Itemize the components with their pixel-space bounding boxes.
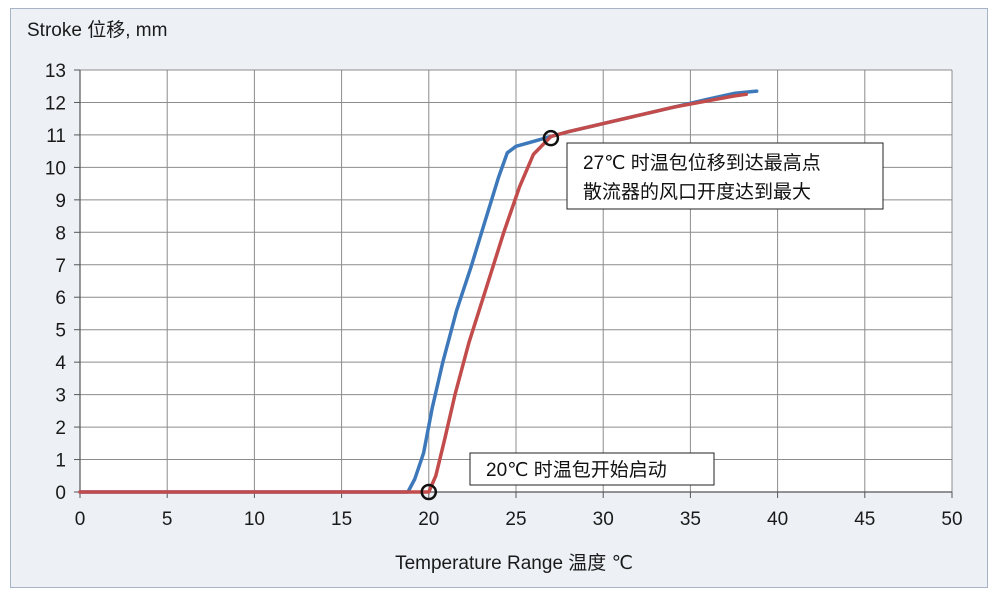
x-tick-label-25: 25 <box>505 509 526 530</box>
y-tick-label-0: 0 <box>55 483 66 504</box>
y-axis-title: Stroke 位移, mm <box>27 19 167 41</box>
y-tick-label-2: 2 <box>55 418 66 439</box>
x-axis-title: Temperature Range 温度 ℃ <box>395 552 633 574</box>
y-tick-label-7: 7 <box>55 256 66 277</box>
x-tick-label-0: 0 <box>75 509 86 530</box>
y-tick-label-9: 9 <box>55 191 66 212</box>
x-tick-label-50: 50 <box>941 509 962 530</box>
y-tick-label-8: 8 <box>55 223 66 244</box>
grid <box>79 69 953 493</box>
annotation-start-text: 20℃ 时温包开始启动 <box>486 459 667 481</box>
series-line-2 <box>78 92 748 494</box>
marker-circle-1 <box>420 483 438 501</box>
x-tick-label-35: 35 <box>680 509 701 530</box>
y-tick-label-5: 5 <box>55 321 66 342</box>
annotation-start-box <box>469 452 715 486</box>
x-tick-label-40: 40 <box>767 509 788 530</box>
annotation-peak-box <box>566 142 884 210</box>
annotation-peak-line-2: 散流器的风口开度达到最大 <box>583 181 811 203</box>
x-tick-label-10: 10 <box>244 509 265 530</box>
y-tick-label-12: 12 <box>45 93 66 114</box>
series-lines <box>78 89 759 494</box>
x-tick-label-5: 5 <box>162 509 173 530</box>
x-tick-label-15: 15 <box>331 509 352 530</box>
y-tick-label-10: 10 <box>45 158 66 179</box>
y-tick-label-6: 6 <box>55 288 66 309</box>
annotation-peak: 27℃ 时温包位移到达最高点 散流器的风口开度达到最大 <box>566 142 884 210</box>
x-tick-label-45: 45 <box>854 509 875 530</box>
annotation-peak-line-1: 27℃ 时温包位移到达最高点 <box>583 152 821 174</box>
markers <box>420 129 560 501</box>
y-tick-label-3: 3 <box>55 386 66 407</box>
y-tick-label-13: 13 <box>45 61 66 82</box>
marker-circle-2 <box>542 129 560 147</box>
x-tick-label-30: 30 <box>593 509 614 530</box>
y-tick-label-11: 11 <box>46 126 66 147</box>
x-tick-label-20: 20 <box>418 509 439 530</box>
y-tick-label-4: 4 <box>55 353 66 374</box>
y-tick-label-1: 1 <box>55 451 66 472</box>
annotation-start: 20℃ 时温包开始启动 <box>469 452 715 486</box>
